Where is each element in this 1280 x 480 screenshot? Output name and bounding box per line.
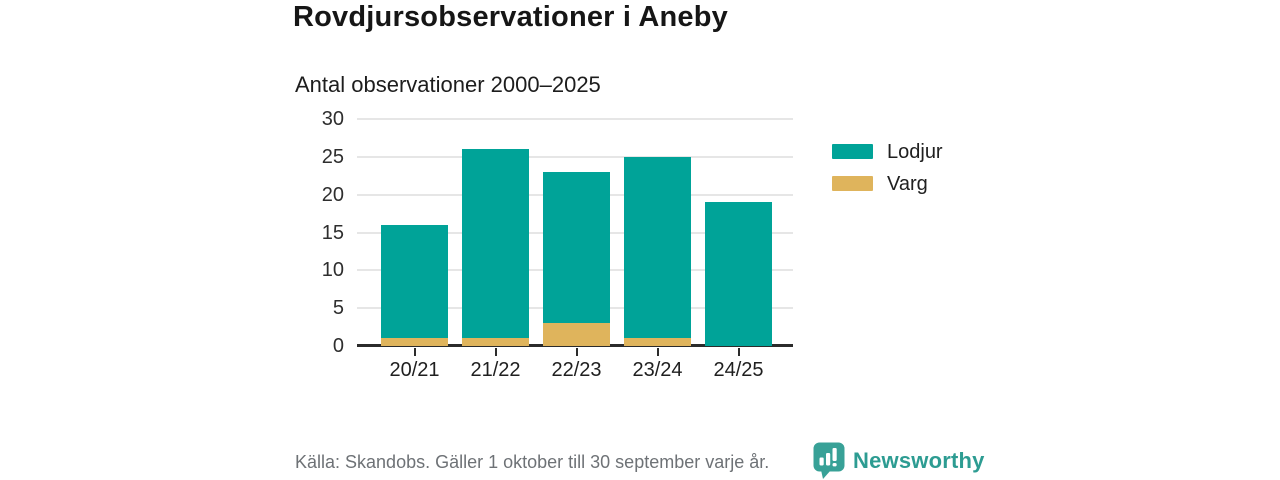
legend-item-varg: Varg: [832, 172, 943, 195]
bar-24-25: [705, 202, 772, 346]
legend-label: Varg: [887, 172, 928, 195]
chart-title: Rovdjursobservationer i Aneby: [293, 1, 728, 33]
bar-23-24: [624, 156, 691, 346]
newsworthy-logo[interactable]: Newsworthy: [813, 442, 985, 479]
y-axis-tick-label: 20: [321, 183, 344, 206]
x-axis-tick-label: 23/24: [632, 359, 683, 381]
x-axis-tick-label: 22/23: [551, 359, 602, 381]
x-axis-tick-label: 20/21: [389, 359, 440, 381]
gridline-y30: [357, 118, 793, 120]
y-axis-tick-label: 10: [321, 259, 344, 282]
x-axis-tick-label: 24/25: [713, 359, 764, 381]
bar-segment-varg: [462, 338, 529, 346]
bar-segment-varg: [624, 338, 691, 346]
y-axis-tick-label: 15: [321, 221, 344, 244]
gridline-y25: [357, 155, 793, 158]
x-axis-tick: [737, 348, 740, 356]
chart-subtitle: Antal observationer 2000–2025: [295, 72, 601, 97]
bar-segment-lodjur: [381, 224, 448, 339]
source-text: Källa: Skandobs. Gäller 1 oktober till 3…: [295, 452, 770, 472]
bar-22-23: [543, 171, 610, 346]
legend-swatch-icon: [832, 144, 873, 159]
bar-segment-varg: [381, 338, 448, 346]
x-axis-tick: [413, 348, 416, 356]
y-axis-tick-label: 25: [321, 145, 344, 168]
bar-chart-speech-bubble-icon: [813, 442, 845, 479]
legend-label: Lodjur: [887, 140, 943, 163]
legend-swatch-icon: [832, 176, 873, 191]
y-axis-tick-label: 30: [321, 108, 344, 130]
bar-segment-lodjur: [462, 149, 529, 339]
newsworthy-logo-text: Newsworthy: [853, 447, 985, 473]
legend: Lodjur Varg: [832, 140, 943, 208]
y-axis-tick-label: 0: [332, 335, 344, 357]
x-axis-tick: [494, 348, 497, 356]
x-axis-tick-label: 21/22: [470, 359, 521, 381]
plot-area: 0 5 10 15 20 25 30 20/21 21/22 22/23 23/24 24/25: [322, 108, 793, 381]
bar-segment-varg: [543, 323, 610, 346]
x-axis-tick: [575, 348, 578, 356]
bar-segment-lodjur: [705, 202, 772, 346]
bar-21-22: [462, 149, 529, 346]
bar-segment-lodjur: [624, 156, 691, 339]
legend-item-lodjur: Lodjur: [832, 140, 943, 163]
y-axis-tick-label: 5: [332, 297, 344, 320]
bar-20-21: [381, 224, 448, 346]
x-axis-tick: [656, 348, 659, 356]
bar-segment-lodjur: [543, 171, 610, 324]
